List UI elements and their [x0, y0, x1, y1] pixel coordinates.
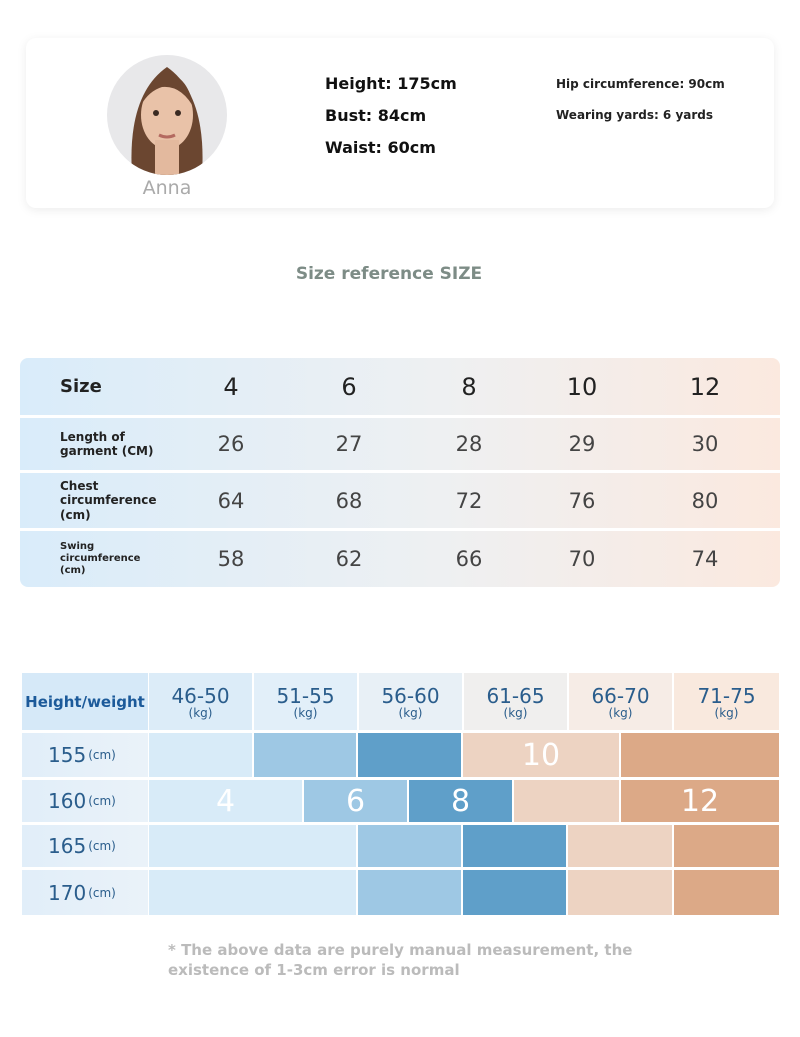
measurement: Bust: 84cm — [325, 106, 427, 125]
weight-unit: (kg) — [293, 705, 318, 720]
size-block — [674, 825, 779, 867]
size-header: 6 — [341, 372, 357, 401]
size-block: 12 — [621, 780, 779, 822]
cell-value: 29 — [568, 432, 596, 456]
weight-header: 46-50 (kg) — [149, 673, 252, 730]
size-header: 8 — [461, 372, 477, 401]
row-label: Swing circumference (cm) — [60, 541, 141, 576]
height-value: 160 — [48, 789, 87, 813]
cell-value: 80 — [691, 488, 719, 513]
row-gap — [20, 470, 780, 473]
cell-value: 58 — [217, 547, 245, 571]
weight-header: 51-55 (kg) — [254, 673, 357, 730]
cell-value: 70 — [568, 547, 596, 571]
size-block: 10 — [463, 733, 619, 777]
size-block: 8 — [409, 780, 512, 822]
size-block — [149, 825, 356, 867]
size-block: 6 — [304, 780, 407, 822]
size-block — [674, 870, 779, 915]
row-gap — [20, 528, 780, 531]
weight-range: 51-55 — [276, 683, 335, 708]
height-value: 155 — [48, 743, 87, 767]
cell-value: 66 — [455, 547, 483, 571]
weight-header: 56-60 (kg) — [359, 673, 462, 730]
cell-value: 72 — [455, 488, 483, 513]
size-block — [149, 733, 252, 777]
measurement: Wearing yards: 6 yards — [556, 108, 714, 122]
size-header: 4 — [223, 372, 239, 401]
size-block — [463, 870, 566, 915]
cell-value: 76 — [568, 488, 596, 513]
weight-unit: (kg) — [608, 705, 633, 720]
weight-header: 71-75 (kg) — [674, 673, 779, 730]
weight-unit: (kg) — [188, 705, 213, 720]
height-unit: (cm) — [88, 839, 116, 853]
avatar — [107, 55, 227, 175]
size-block — [568, 825, 672, 867]
cell-value: 28 — [455, 432, 483, 456]
size-block — [358, 825, 461, 867]
size-header: 10 — [566, 372, 598, 401]
size-block — [149, 870, 356, 915]
weight-header: 61-65 (kg) — [464, 673, 567, 730]
size-block — [514, 780, 619, 822]
measurement: Waist: 60cm — [325, 138, 436, 157]
footnote: * The above data are purely manual measu… — [168, 941, 633, 979]
cell-value: 64 — [217, 488, 245, 513]
cell-value: 27 — [335, 432, 363, 456]
weight-unit: (kg) — [398, 705, 423, 720]
weight-range: 46-50 — [171, 683, 230, 708]
cell-value: 30 — [691, 432, 719, 456]
cell-value: 62 — [335, 547, 363, 571]
height-label: 160 (cm) — [22, 780, 148, 822]
height-label: 170 (cm) — [22, 870, 148, 915]
size-block — [358, 733, 461, 777]
model-name: Anna — [142, 177, 192, 199]
height-value: 165 — [48, 834, 87, 858]
height-unit: (cm) — [88, 885, 116, 900]
weight-header: 66-70 (kg) — [569, 673, 672, 730]
corner: Height/weight — [22, 673, 148, 730]
size-block — [254, 733, 356, 777]
height-label: 165 (cm) — [22, 825, 148, 867]
measurement: Height: 175cm — [325, 74, 457, 93]
header-cell: Size — [60, 376, 102, 397]
measurement: Hip circumference: 90cm — [556, 77, 725, 91]
weight-unit: (kg) — [714, 705, 739, 720]
row-gap — [20, 415, 780, 418]
weight-range: 61-65 — [486, 683, 545, 708]
height-unit: (cm) — [88, 748, 116, 762]
height-label: 155 (cm) — [22, 733, 148, 777]
size-table: Size 4 6 8 10 12 Length of garment (CM) 26 27 28 2… — [20, 358, 780, 587]
row-label: Length of garment (CM) — [60, 429, 154, 458]
height-unit: (cm) — [88, 794, 116, 808]
cell-value: 26 — [217, 432, 245, 456]
weight-range: 66-70 — [591, 683, 650, 708]
size-block — [621, 733, 779, 777]
height-value: 170 — [48, 880, 87, 905]
row-label: Chest circumference (cm) — [60, 478, 157, 522]
weight-range: 71-75 — [697, 683, 756, 708]
size-block — [463, 825, 566, 867]
size-block — [358, 870, 461, 915]
cell-value: 74 — [691, 547, 719, 571]
weight-range: 56-60 — [381, 683, 440, 708]
size-block — [568, 870, 672, 915]
section-title: Size reference SIZE — [295, 264, 483, 284]
cell-value: 68 — [335, 488, 363, 513]
weight-unit: (kg) — [503, 705, 528, 720]
size-header: 12 — [689, 372, 721, 401]
size-block: 4 — [149, 780, 302, 822]
